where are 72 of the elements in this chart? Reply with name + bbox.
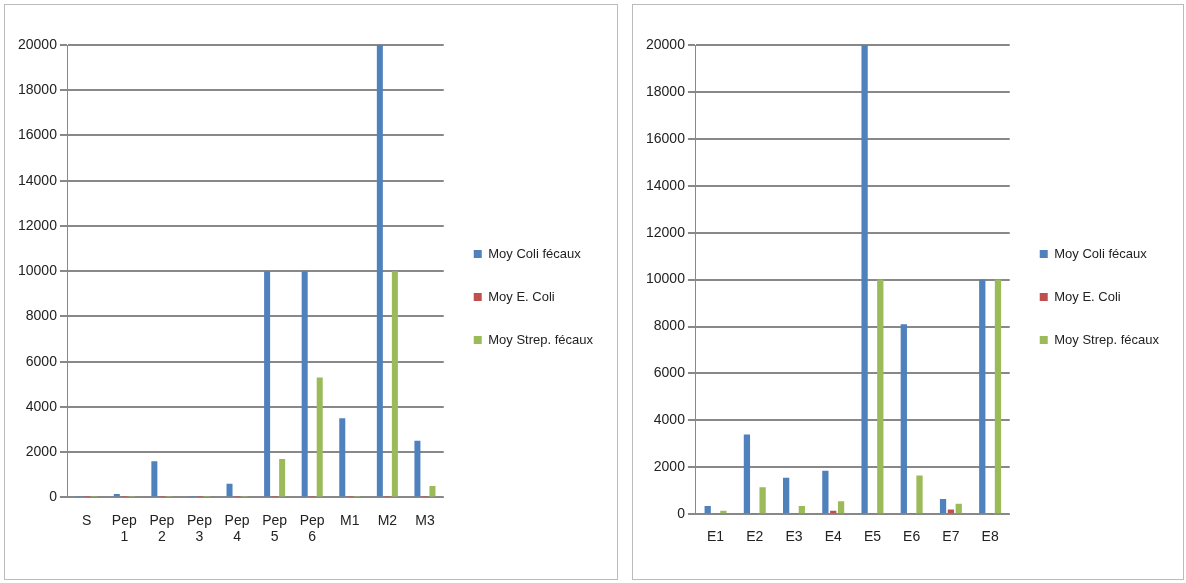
y-tick-label: 10000 — [17, 262, 58, 279]
bar — [376, 45, 383, 497]
y-tick-label: 4000 — [25, 397, 58, 414]
bar — [877, 279, 884, 514]
y-tick-label: 0 — [677, 505, 686, 522]
y-tick-label: 20000 — [645, 35, 686, 52]
bar — [264, 271, 271, 497]
legend-label: Moy Coli fécaux — [1054, 245, 1148, 261]
bar — [822, 470, 829, 514]
bar — [391, 271, 398, 497]
y-tick-label: 16000 — [645, 129, 686, 146]
y-tick-label: 6000 — [653, 364, 686, 381]
bar — [339, 418, 346, 497]
bar — [837, 501, 845, 514]
x-tick-label: M3 — [415, 511, 435, 528]
x-tick-label: S — [82, 511, 92, 528]
x-tick-label: Pep 6 — [299, 511, 325, 545]
x-tick-label: Pep 1 — [111, 511, 137, 545]
x-tick-label: Pep 5 — [262, 511, 288, 545]
bar — [955, 503, 962, 514]
x-tick-label: Pep 4 — [224, 511, 250, 545]
y-tick-label: 4000 — [653, 411, 686, 428]
x-tick-label: E7 — [942, 528, 960, 545]
y-tick-label: 6000 — [25, 352, 58, 369]
bar — [316, 377, 323, 497]
bar — [798, 505, 805, 514]
bar — [226, 483, 233, 497]
bar — [151, 461, 158, 497]
y-tick-label: 0 — [49, 488, 58, 505]
y-tick-label: 12000 — [645, 223, 686, 240]
x-tick-label: E8 — [981, 528, 999, 545]
x-tick-label: E4 — [824, 528, 842, 545]
y-tick-label: 10000 — [645, 270, 686, 287]
y-tick-label: 8000 — [653, 317, 686, 334]
y-tick-label: 20000 — [17, 35, 58, 52]
legend-label: Moy Strep. fécaux — [1054, 331, 1160, 347]
legend-label: Moy E. Coli — [1054, 288, 1121, 304]
y-tick-label: 14000 — [645, 176, 686, 193]
bar — [994, 279, 1002, 514]
x-tick-label: Pep 2 — [149, 511, 175, 545]
y-tick-label: 14000 — [17, 171, 58, 188]
x-tick-label: E1 — [706, 528, 725, 545]
bar — [861, 45, 868, 514]
bar — [900, 324, 907, 514]
y-tick-label: 8000 — [25, 307, 58, 324]
x-tick-label: E2 — [746, 528, 764, 545]
legend-label: Moy Coli fécaux — [488, 245, 582, 261]
bar — [759, 487, 766, 514]
x-tick-label: E3 — [785, 528, 803, 545]
bar — [979, 279, 986, 514]
x-tick-label: E6 — [903, 528, 921, 545]
x-tick-label: E5 — [863, 528, 882, 545]
bar — [301, 271, 308, 497]
y-tick-label: 2000 — [653, 458, 686, 475]
y-tick-label: 18000 — [17, 81, 58, 98]
bar — [783, 477, 790, 514]
x-tick-label: M1 — [340, 511, 360, 528]
bar — [743, 434, 751, 514]
y-tick-label: 16000 — [17, 126, 58, 143]
y-tick-label: 18000 — [645, 82, 686, 99]
bar — [939, 498, 947, 514]
legend-label: Moy Strep. fécaux — [488, 331, 594, 347]
bar — [279, 458, 286, 497]
y-tick-label: 12000 — [17, 216, 58, 233]
bar — [414, 440, 421, 497]
legend-label: Moy E. Coli — [488, 288, 555, 304]
bar — [429, 486, 436, 497]
bar — [704, 505, 711, 514]
x-tick-label: M2 — [377, 511, 398, 528]
bar — [916, 475, 923, 514]
x-tick-label: Pep 3 — [187, 511, 213, 545]
y-tick-label: 2000 — [25, 443, 58, 460]
